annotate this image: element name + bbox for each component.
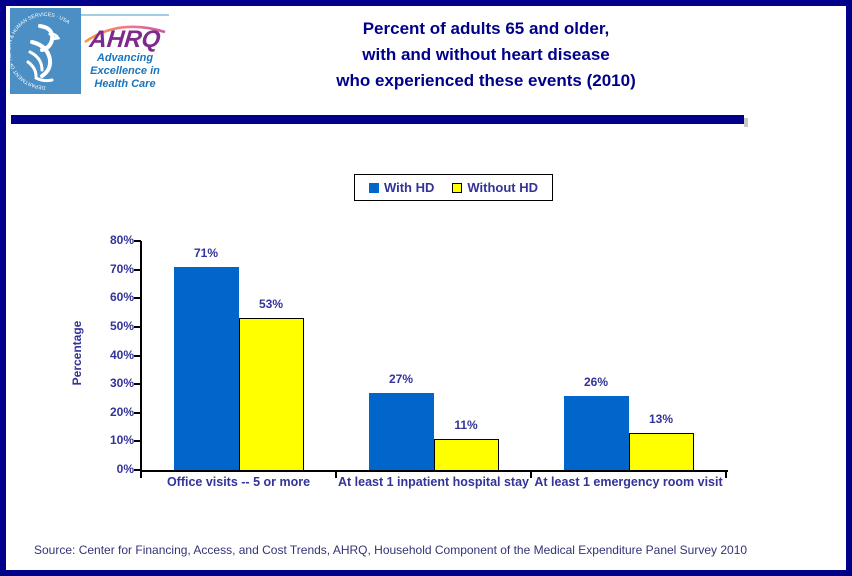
chart-legend: With HD Without HD bbox=[354, 174, 553, 201]
ahrq-tagline-line2: Excellence in bbox=[90, 65, 160, 77]
hhs-eagle-icon bbox=[26, 24, 61, 83]
y-tick-40 bbox=[134, 354, 141, 357]
bar-with-hd-1 bbox=[368, 392, 434, 470]
y-tick-label-60: 60% bbox=[109, 290, 134, 305]
y-axis-title: Percentage bbox=[70, 320, 84, 386]
y-tick-50 bbox=[134, 325, 141, 328]
legend-item-without-hd: Without HD bbox=[452, 180, 538, 195]
y-tick-label-30: 30% bbox=[109, 376, 134, 391]
bar-value-with-hd-0: 71% bbox=[193, 245, 219, 260]
bar-value-with-hd-2: 26% bbox=[583, 374, 609, 389]
y-tick-label-40: 40% bbox=[109, 347, 134, 362]
source-note: Source: Center for Financing, Access, an… bbox=[34, 543, 748, 557]
y-tick-label-10: 10% bbox=[109, 433, 134, 448]
bar-value-without-hd-2: 13% bbox=[648, 411, 674, 426]
y-tick-label-0: 0% bbox=[116, 462, 134, 476]
x-tick-1 bbox=[335, 470, 337, 478]
bar-with-hd-2 bbox=[563, 395, 629, 470]
page-title: Percent of adults 65 and older, with and… bbox=[114, 16, 846, 94]
x-tick-3 bbox=[725, 470, 727, 478]
bar-without-hd-2 bbox=[628, 432, 694, 470]
y-tick-80 bbox=[134, 240, 141, 242]
bar-value-without-hd-1: 11% bbox=[454, 417, 478, 432]
y-tick-30 bbox=[134, 383, 141, 386]
page-title-line1: Percent of adults 65 and older, bbox=[362, 19, 610, 38]
ahrq-tagline-line3: Health Care bbox=[94, 78, 156, 90]
y-tick-60 bbox=[134, 297, 141, 300]
bar-value-without-hd-0: 53% bbox=[258, 297, 284, 312]
y-tick-10 bbox=[134, 440, 141, 443]
ahrq-logo: AHRQ Advancing Excellence in Health Care bbox=[81, 8, 169, 94]
bar-value-with-hd-1: 27% bbox=[388, 371, 414, 386]
y-tick-label-20: 20% bbox=[109, 404, 134, 419]
category-label-2: At least 1 emergency room visit bbox=[534, 475, 723, 489]
category-label-1: At least 1 inpatient hospital stay bbox=[337, 475, 529, 489]
y-tick-70 bbox=[134, 268, 141, 271]
legend-label-without-hd: Without HD bbox=[467, 180, 539, 195]
y-tick-0 bbox=[134, 469, 141, 471]
bar-without-hd-1 bbox=[433, 438, 499, 470]
x-tick-2 bbox=[530, 470, 532, 478]
y-axis-line bbox=[140, 241, 142, 472]
bar-without-hd-0 bbox=[238, 318, 304, 470]
legend-item-with-hd: With HD bbox=[368, 180, 435, 195]
legend-swatch-with-hd-icon bbox=[368, 182, 379, 193]
ahrq-tagline: Advancing Excellence in Health Care bbox=[81, 52, 169, 91]
ahrq-logo-topline bbox=[81, 14, 169, 16]
x-axis-line bbox=[140, 470, 728, 472]
legend-label-with-hd: With HD bbox=[383, 180, 435, 195]
category-label-0: Office visits -- 5 or more bbox=[166, 475, 311, 489]
y-tick-20 bbox=[134, 411, 141, 414]
x-tick-0 bbox=[140, 470, 142, 478]
header-divider-bar bbox=[11, 115, 744, 124]
page-title-line3: who experienced these events (2010) bbox=[336, 71, 636, 90]
ahrq-tagline-line1: Advancing bbox=[96, 52, 154, 64]
page-title-line2: with and without heart disease bbox=[362, 45, 610, 64]
hhs-logo: DEPARTMENT OF HEALTH & HUMAN SERVICES · … bbox=[7, 8, 81, 94]
y-tick-label-50: 50% bbox=[109, 318, 134, 333]
header-divider-shadow bbox=[744, 118, 748, 127]
y-tick-label-80: 80% bbox=[109, 233, 134, 247]
legend-swatch-without-hd-icon bbox=[452, 182, 463, 193]
ahrq-arc-icon bbox=[84, 25, 166, 44]
bar-with-hd-0 bbox=[173, 266, 239, 470]
y-tick-label-70: 70% bbox=[109, 261, 134, 276]
